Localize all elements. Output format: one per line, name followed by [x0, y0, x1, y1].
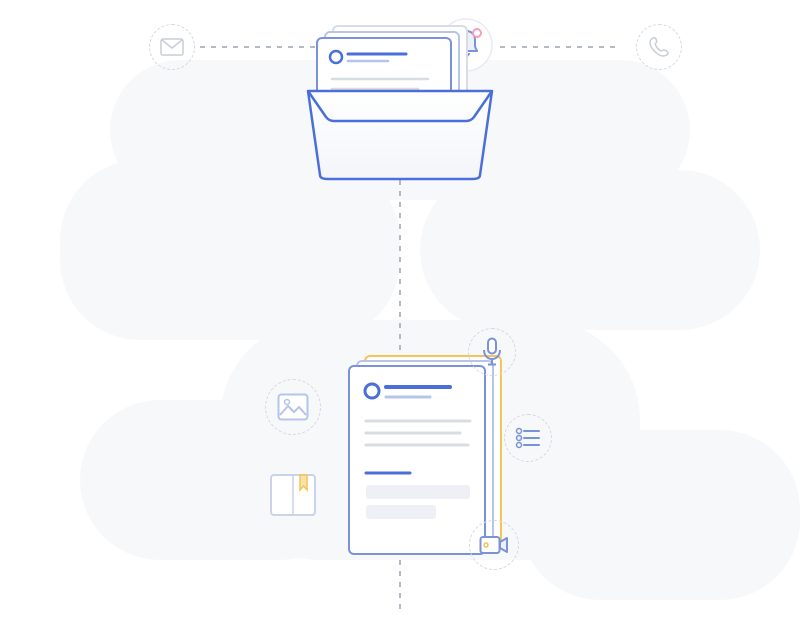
- mail-icon: [149, 24, 195, 70]
- list-icon: [504, 414, 552, 462]
- image-icon: [265, 379, 321, 435]
- bookmark-icon: [268, 470, 318, 520]
- phone-icon: [636, 24, 682, 70]
- microphone-icon: [468, 328, 516, 376]
- inbox-tray-front: [302, 85, 498, 181]
- inbox-tray: [302, 85, 498, 181]
- document-front: [348, 365, 486, 555]
- video-icon: [469, 520, 519, 570]
